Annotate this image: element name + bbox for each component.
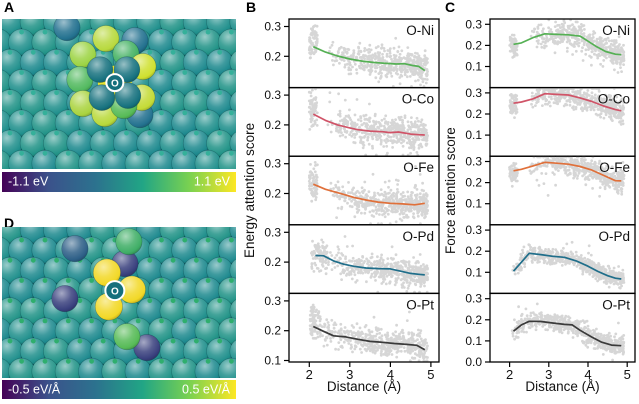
colorbar-d-max-label: 0.5 eV/Å	[182, 382, 230, 397]
highlighted-atoms: O	[51, 228, 161, 362]
oxygen-label: O	[111, 286, 119, 297]
panel-d-letter: D	[4, 215, 15, 231]
scatter-points	[310, 235, 429, 294]
subplot-label: O-Fe	[403, 160, 434, 175]
trend-line	[315, 254, 425, 276]
trend-line	[512, 252, 622, 280]
trend-line	[312, 45, 426, 72]
y-tick-label: 0.0	[465, 355, 482, 369]
trend-line	[312, 325, 426, 351]
scatter-points	[511, 240, 626, 290]
subplot-frame	[288, 292, 440, 363]
panel-a-letter: A	[4, 0, 15, 15]
atom-lattice	[2, 227, 236, 378]
y-tick-label: 0.2	[465, 313, 482, 327]
y-tick-label: 0.3	[264, 88, 281, 102]
subplot-frame	[489, 292, 636, 363]
y-tick-label: 0.2	[465, 107, 482, 121]
y-tick-label: 0.2	[465, 176, 482, 190]
subplot-o-fe: O-Fe 0.3 0.2	[264, 155, 440, 226]
subplot-label: O-Pt	[602, 297, 630, 312]
x-tick-label: 4	[387, 367, 394, 382]
y-tick-label: 0.2	[264, 255, 281, 269]
subplot-label: O-Ni	[602, 23, 630, 38]
panel-c-x-axis-label: Distance (Å)	[525, 379, 600, 394]
y-tick-label: 0.1	[465, 334, 482, 348]
oxygen-atom: O	[105, 73, 125, 93]
y-tick-label: 0.3	[465, 155, 482, 169]
subplot-o-pt: O-Pt 0.3 0.2 0.1 0.0	[465, 292, 636, 369]
scatter-points	[508, 87, 626, 126]
trend-line	[512, 320, 622, 347]
x-tick-label: 2	[506, 367, 513, 382]
colorbar-a: -1.1 eV 1.1 eV	[2, 172, 236, 192]
x-tick-label: 3	[545, 367, 552, 382]
subplot-o-pd: O-Pd 0.3 0.2 0.1	[465, 223, 636, 295]
subplot-label: O-Pt	[406, 297, 434, 312]
colorbar-a-max-label: 1.1 eV	[193, 174, 230, 189]
trend-line	[513, 32, 622, 56]
colorbar-d-min-label: -0.5 eV/Å	[8, 382, 61, 397]
trend-line	[312, 183, 425, 206]
subplot-o-ni: O-Ni 0.3 0.2 0.1	[465, 17, 636, 89]
trend-line	[513, 92, 622, 112]
x-tick-label: 5	[624, 367, 631, 382]
y-tick-label: 0.3	[264, 157, 281, 171]
colorbar-a-min-label: -1.1 eV	[8, 174, 49, 189]
structure-image-d: O	[2, 227, 236, 378]
y-tick-label: 0.3	[465, 223, 482, 237]
trend-line	[312, 113, 425, 136]
subplot-o-ni: O-Ni 0.3 0.2	[264, 18, 440, 89]
subplot-label: O-Co	[402, 92, 434, 107]
x-tick-label: 5	[427, 367, 434, 382]
subplot-o-pt: O-Pt 0.3 0.2 0.1	[264, 292, 440, 368]
y-tick-label: 0.3	[264, 225, 281, 239]
subplot-label: O-Pd	[598, 229, 630, 244]
panel-c-letter: C	[445, 0, 456, 15]
subplot-label: O-Pd	[402, 229, 434, 244]
oxygen-atom: O	[104, 280, 126, 302]
panel-b-letter: B	[246, 0, 257, 15]
panel-b-x-axis-label: Distance (Å)	[326, 379, 402, 394]
structure-image-a: O	[2, 19, 236, 169]
y-tick-label: 0.3	[465, 17, 482, 31]
trend-line	[513, 161, 622, 182]
y-tick-label: 0.2	[264, 324, 281, 338]
y-tick-label: 0.2	[264, 49, 281, 63]
scatter-points	[307, 161, 429, 226]
x-tick-label: 3	[346, 367, 353, 382]
y-tick-label: 0.2	[465, 244, 482, 258]
highlighted-atoms: O	[53, 19, 157, 129]
subplot-label: O-Co	[598, 92, 630, 107]
y-tick-label: 0.1	[465, 265, 482, 279]
y-tick-label: 0.1	[465, 60, 482, 74]
subplot-o-co: O-Co 0.3 0.2	[264, 86, 440, 157]
y-tick-label: 0.1	[465, 128, 482, 142]
y-tick-label: 0.1	[264, 354, 281, 368]
oxygen-label: O	[111, 78, 119, 89]
colorbar-d: -0.5 eV/Å 0.5 eV/Å	[2, 380, 236, 399]
scatter-points	[307, 87, 429, 157]
panel-b-plots: O-Ni 0.3 0.2 O-Co 0.3 0.2 O-Fe 0.3 0.2 O-Pd 0.3 0.2…	[264, 18, 440, 382]
subplot-label: O-Ni	[406, 23, 434, 38]
y-tick-label: 0.3	[465, 292, 482, 306]
y-tick-label: 0.2	[264, 118, 281, 132]
panel-c-plots: O-Ni0.30.20.1O-Co0.30.20.1O-Fe0.30.20.1O…	[465, 17, 636, 382]
subplot-label: O-Fe	[599, 160, 630, 175]
interstitial-dots	[7, 237, 234, 364]
y-tick-label: 0.2	[465, 38, 482, 52]
y-tick-label: 0.3	[264, 294, 281, 308]
y-tick-label: 0.2	[264, 187, 281, 201]
x-tick-label: 4	[584, 367, 591, 382]
subplot-o-co: O-Co 0.3 0.2 0.1	[465, 86, 636, 157]
y-tick-label: 0.3	[264, 20, 281, 34]
y-tick-label: 0.3	[465, 86, 482, 100]
subplot-o-pd: O-Pd 0.3 0.2	[264, 224, 440, 295]
subplot-o-fe: O-Fe 0.3 0.2 0.1	[465, 155, 636, 226]
y-tick-label: 0.1	[465, 197, 482, 211]
x-tick-label: 2	[306, 367, 313, 382]
